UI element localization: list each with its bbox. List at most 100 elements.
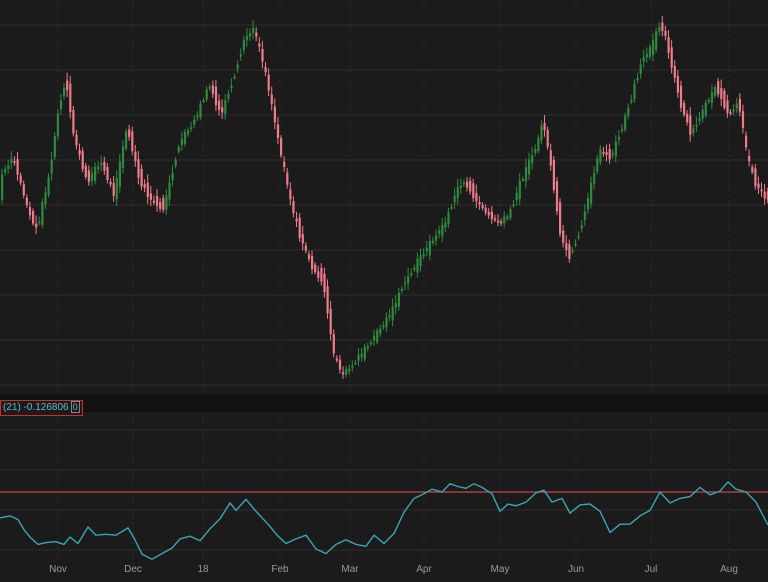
candle-body — [450, 206, 453, 209]
candle-body — [614, 141, 617, 157]
candle-body — [462, 182, 466, 185]
candle-body — [202, 100, 205, 103]
candle-body — [546, 129, 549, 148]
x-tick-label: Dec — [124, 564, 142, 575]
candle-body — [121, 146, 125, 169]
candle-body — [165, 195, 168, 210]
candle-body — [407, 276, 410, 284]
x-axis: Nov Dec 18 Feb Mar Apr May Jun Jul Aug — [49, 564, 738, 575]
candle-body — [658, 26, 661, 32]
candle-body — [732, 109, 735, 112]
candle-body — [500, 221, 503, 224]
candle-body — [447, 212, 450, 225]
candle-body — [760, 189, 763, 192]
candle-body — [245, 35, 249, 41]
candle-body — [311, 256, 314, 270]
candle-body — [707, 99, 710, 102]
candle-body — [69, 83, 72, 113]
candle-body — [673, 66, 676, 78]
candle-body — [298, 217, 301, 238]
grid — [0, 0, 768, 560]
candle-body — [252, 27, 255, 34]
candle-body — [267, 74, 270, 91]
candle-body — [270, 94, 273, 105]
candle-body — [735, 103, 738, 109]
candle-body — [397, 292, 400, 307]
candle-body — [44, 192, 47, 205]
candle-body — [689, 115, 692, 135]
candle-body — [84, 165, 87, 178]
candle-body — [208, 86, 211, 89]
candle-body — [146, 182, 149, 197]
candle-body — [143, 184, 146, 188]
candle-body — [81, 151, 84, 170]
candle-body — [617, 136, 621, 140]
candle-body — [509, 209, 512, 218]
candle-body — [162, 198, 165, 210]
candle-body — [230, 86, 233, 89]
candle-body — [652, 40, 655, 56]
candle-body — [456, 186, 459, 199]
candle-body — [531, 155, 534, 163]
candle-body — [242, 40, 245, 51]
candle-body — [177, 147, 180, 152]
candle-body — [704, 102, 707, 116]
candle-body — [469, 180, 472, 192]
candle-body — [521, 179, 524, 182]
candle-body — [410, 273, 413, 276]
candle-body — [196, 115, 199, 118]
candle-body — [738, 98, 741, 112]
candle-body — [667, 37, 670, 53]
candle-body — [227, 94, 230, 99]
candle-body — [580, 225, 583, 229]
candle-body — [131, 131, 134, 152]
candle-body — [701, 109, 704, 119]
x-tick-label: May — [491, 564, 510, 575]
candle-body — [97, 166, 100, 170]
x-tick-label: Aug — [720, 564, 738, 575]
candle-body — [280, 138, 283, 156]
candle-body — [394, 303, 397, 308]
candle-body — [221, 107, 224, 113]
candle-body — [59, 100, 63, 109]
candle-body — [152, 200, 156, 203]
candle-body — [655, 31, 658, 50]
candle-body — [686, 113, 689, 123]
candle-body — [366, 346, 369, 349]
candle-body — [255, 32, 258, 37]
x-tick-label: Nov — [49, 564, 67, 575]
candle-body — [214, 86, 218, 106]
candle-body — [35, 223, 38, 228]
candle-body — [264, 66, 267, 73]
candle-body — [593, 172, 596, 184]
candle-body — [320, 268, 323, 282]
candle-body — [419, 255, 422, 266]
candle-body — [106, 167, 109, 180]
candle-body — [444, 222, 447, 228]
candle-body — [159, 202, 162, 209]
candle-body — [115, 178, 118, 200]
candle-body — [497, 220, 500, 223]
candle-body — [379, 328, 382, 334]
study-label[interactable]: (21) -0.126806 0 — [0, 400, 83, 416]
candle-body — [431, 241, 435, 244]
pane-divider — [0, 394, 768, 412]
candle-body — [72, 109, 75, 134]
candle-body — [351, 365, 354, 368]
candle-body — [87, 170, 90, 182]
candle-body — [134, 151, 137, 162]
candle-body — [338, 359, 342, 370]
candle-body — [422, 254, 425, 257]
price-candles — [1, 16, 768, 379]
x-tick-label: Jul — [645, 564, 658, 575]
candle-body — [698, 118, 701, 121]
candle-body — [385, 317, 388, 328]
candle-body — [109, 181, 112, 185]
candle-body — [748, 155, 751, 162]
candle-body — [596, 158, 599, 172]
candle-body — [342, 372, 345, 375]
study-flag: 0 — [70, 401, 80, 413]
candle-body — [7, 165, 10, 169]
